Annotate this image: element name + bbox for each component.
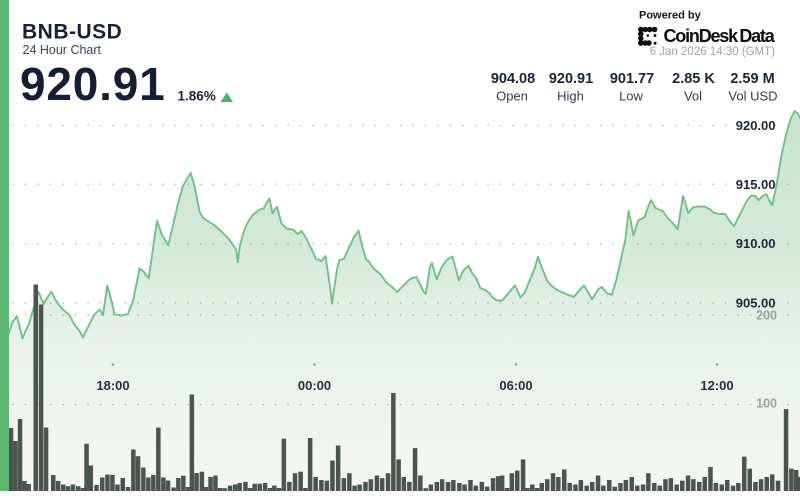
svg-text:1.86%: 1.86% [178, 89, 216, 104]
svg-text:Low: Low [619, 89, 643, 104]
svg-text:00:00: 00:00 [298, 378, 331, 393]
svg-text:2.59 M: 2.59 M [730, 71, 774, 87]
svg-text:BNB-USD: BNB-USD [22, 21, 122, 44]
svg-text:18:00: 18:00 [96, 378, 129, 393]
svg-text:Open: Open [496, 89, 528, 104]
svg-text:920.91: 920.91 [20, 58, 166, 110]
svg-text:Vol USD: Vol USD [728, 89, 777, 104]
svg-text:Vol: Vol [684, 89, 702, 104]
svg-text:High: High [557, 89, 584, 104]
svg-text:Powered by: Powered by [639, 10, 702, 22]
svg-text:24 Hour Chart: 24 Hour Chart [23, 43, 102, 57]
svg-text:6 Jan 2026 14:30 (GMT): 6 Jan 2026 14:30 (GMT) [650, 46, 775, 58]
svg-text:910.00: 910.00 [736, 236, 776, 251]
svg-text:915.00: 915.00 [736, 177, 776, 192]
svg-text:904.08: 904.08 [491, 71, 535, 87]
svg-text:12:00: 12:00 [700, 378, 733, 393]
svg-text:06:00: 06:00 [499, 378, 532, 393]
svg-text:200: 200 [756, 309, 777, 323]
svg-text:CoinDesk Data: CoinDesk Data [664, 26, 776, 46]
svg-text:2.85 K: 2.85 K [672, 71, 715, 87]
svg-text:920.00: 920.00 [736, 118, 776, 133]
svg-text:901.77: 901.77 [610, 71, 654, 87]
svg-text:920.91: 920.91 [549, 71, 593, 87]
svg-text:100: 100 [756, 397, 777, 411]
